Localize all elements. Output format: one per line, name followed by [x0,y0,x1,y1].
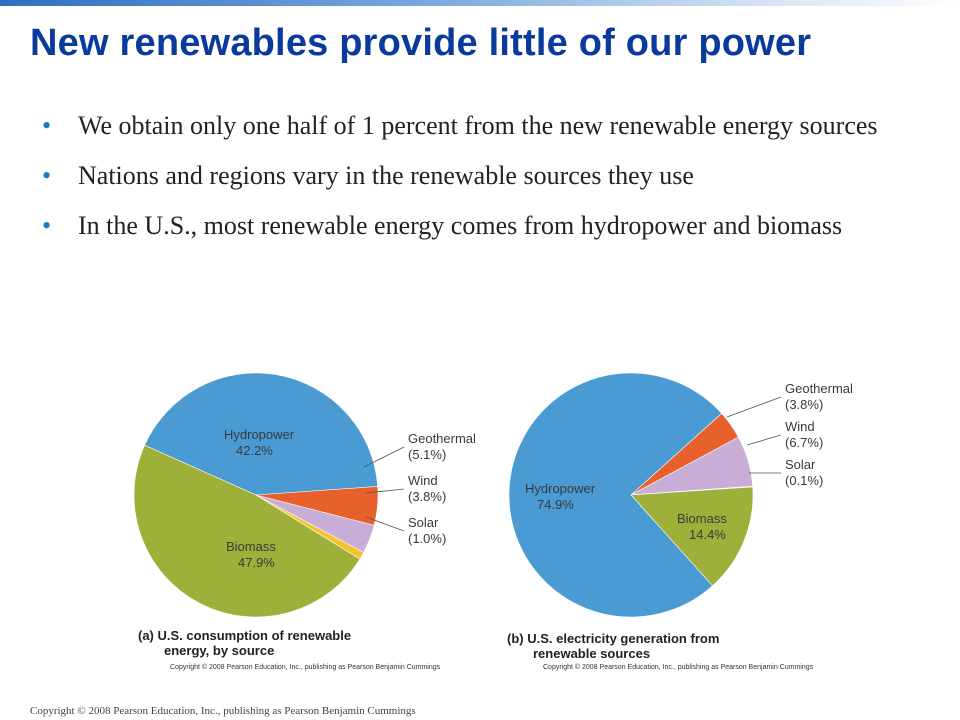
bullet-dot-icon: • [42,211,52,240]
slice-label-solar: Solar [785,457,816,472]
slice-value-geothermal: (5.1%) [408,447,446,462]
slide-title: New renewables provide little of our pow… [30,22,812,64]
slice-label-hydropower: Hydropower [525,481,596,496]
slice-value-hydropower: 42.2% [236,443,273,458]
pie-slice-biomass [133,444,361,618]
slice-label-wind: Wind [408,473,438,488]
slice-value-wind: (3.8%) [408,489,446,504]
chart-caption-line2: energy, by source [164,643,274,658]
bullet-dot-icon: • [42,111,52,140]
slice-label-wind: Wind [785,419,815,434]
slice-value-solar: (1.0%) [408,531,446,546]
slice-value-geothermal: (3.8%) [785,397,823,412]
slice-label-geothermal: Geothermal [408,431,476,446]
chart-copyright: Copyright © 2008 Pearson Education, Inc.… [543,663,814,671]
pie-slice-biomass [630,486,754,587]
chart-copyright: Copyright © 2008 Pearson Education, Inc.… [170,663,441,671]
slice-value-biomass: 47.9% [238,555,275,570]
pie-slice-hydropower [508,372,723,618]
chart-caption-line1: (b) U.S. electricity generation from [507,631,719,646]
slice-label-hydropower: Hydropower [224,427,295,442]
bullet-item: • Nations and regions vary in the renewab… [40,160,880,192]
bullet-item: • In the U.S., most renewable energy come… [40,210,880,242]
slice-label-geothermal: Geothermal [785,381,853,396]
callout-line-geothermal [363,446,405,468]
slice-label-solar: Solar [408,515,439,530]
slice-value-hydropower: 74.9% [537,497,574,512]
bullet-list: • We obtain only one half of 1 percent fr… [40,110,880,260]
pie-chart-b: Hydropower 74.9% Geothermal (3.8%) Wind (6.7%… [495,355,865,675]
chart-caption-line1: (a) U.S. consumption of renewable [138,628,351,643]
slice-value-wind: (6.7%) [785,435,823,450]
slice-value-biomass: 14.4% [689,527,726,542]
chart-caption-line2: renewable sources [533,646,650,661]
callout-line-wind [746,434,782,446]
bullet-text: Nations and regions vary in the renewabl… [78,161,694,190]
callout-line-wind [365,488,405,494]
callout-line-solar [365,516,405,532]
slice-value-solar: (0.1%) [785,473,823,488]
slice-label-biomass: Biomass [226,539,276,554]
callout-line-geothermal [726,396,782,418]
pie-chart-a: Hydropower 42.2% Geothermal (5.1%) Wind (3.8%… [120,355,490,675]
slide-footer: Copyright © 2008 Pearson Education, Inc.… [30,705,416,717]
bullet-text: In the U.S., most renewable energy comes… [78,211,843,240]
top-accent-bar [0,0,960,6]
bullet-text: We obtain only one half of 1 percent fro… [78,111,878,140]
bullet-item: • We obtain only one half of 1 percent fr… [40,110,880,142]
slice-label-biomass: Biomass [677,511,727,526]
pie-slice-geothermal [255,486,379,526]
pie-slice-hydropower [144,372,379,496]
bullet-dot-icon: • [42,161,52,190]
